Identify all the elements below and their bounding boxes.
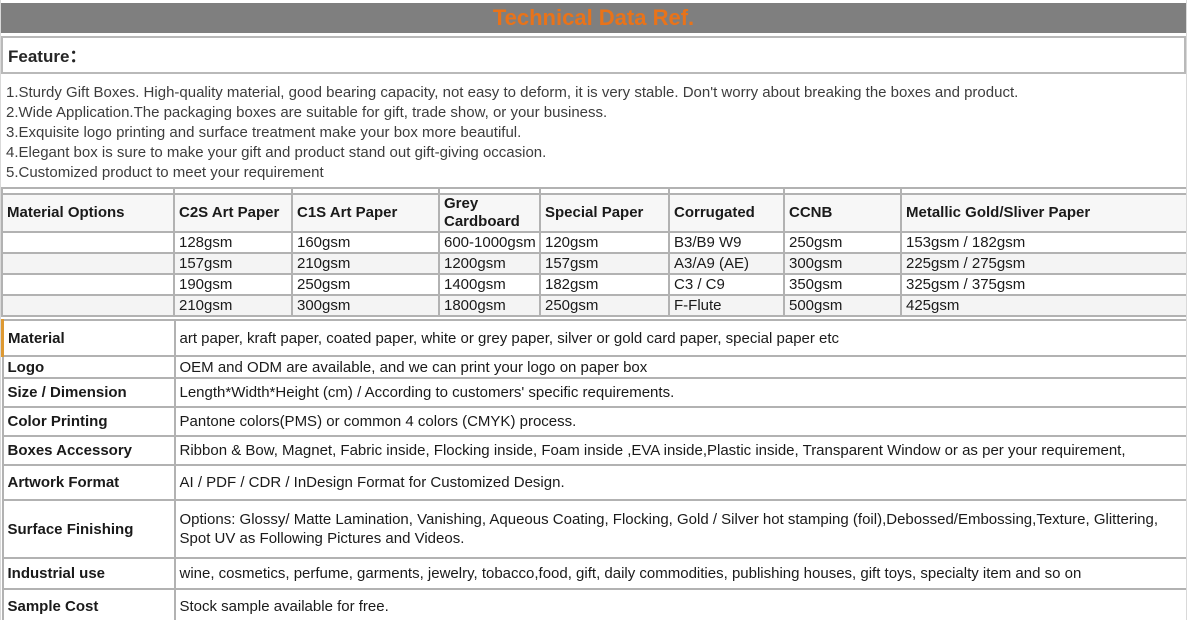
cell-value: B3/B9 W9 [668, 231, 785, 254]
spec-value-surface-finishing: Options: Glossy/ Matte Lamination, Vanis… [173, 499, 1186, 559]
cell-value: 300gsm [783, 252, 902, 275]
feature-list: 1.Sturdy Gift Boxes. High-quality materi… [1, 74, 1186, 185]
spec-row-logo: Logo OEM and ODM are available, and we c… [1, 355, 1186, 379]
spec-value-logo: OEM and ODM are available, and we can pr… [173, 355, 1186, 379]
spec-label-logo: Logo [1, 355, 176, 379]
cell-value: 190gsm [173, 273, 293, 296]
spec-value-boxes-accessory: Ribbon & Bow, Magnet, Fabric inside, Flo… [173, 435, 1186, 466]
spec-label-color-printing: Color Printing [1, 406, 176, 437]
column-header-special-paper: Special Paper [539, 193, 670, 233]
cell-value: A3/A9 (AE) [668, 252, 785, 275]
cell-value: 157gsm [173, 252, 293, 275]
spec-value-material: art paper, kraft paper, coated paper, wh… [173, 319, 1186, 357]
feature-heading: Feature： [1, 36, 1186, 74]
cell-value: 500gsm [783, 294, 902, 317]
cell-value: F-Flute [668, 294, 785, 317]
cell-value: 157gsm [539, 252, 670, 275]
materials-row-3: 190gsm 250gsm 1400gsm 182gsm C3 / C9 350… [1, 273, 1186, 296]
feature-item-5: 5.Customized product to meet your requir… [6, 164, 324, 181]
cell-value: 128gsm [173, 231, 293, 254]
column-header-c2s-art-paper: C2S Art Paper [173, 193, 293, 233]
spec-row-boxes-accessory: Boxes Accessory Ribbon & Bow, Magnet, Fa… [1, 435, 1186, 466]
feature-item-4: 4.Elegant box is sure to make your gift … [6, 144, 547, 161]
spec-value-sample-cost: Stock sample available for free. [173, 588, 1186, 620]
materials-row-1: 128gsm 160gsm 600-1000gsm 120gsm B3/B9 W… [1, 231, 1186, 254]
cell-value: 325gsm / 375gsm [900, 273, 1186, 296]
spec-label-size-dimension: Size / Dimension [1, 377, 176, 408]
cell-value: 350gsm [783, 273, 902, 296]
column-header-ccnb: CCNB [783, 193, 902, 233]
cell-value: 153gsm / 182gsm [900, 231, 1186, 254]
spacer-row [1, 187, 1186, 195]
spec-row-surface-finishing: Surface Finishing Options: Glossy/ Matte… [1, 499, 1186, 559]
column-header-grey-cardboard: Grey Cardboard [438, 193, 541, 233]
cell-value: 182gsm [539, 273, 670, 296]
spec-value-artwork-format: AI / PDF / CDR / InDesign Format for Cus… [173, 464, 1186, 501]
cell-value: 1200gsm [438, 252, 541, 275]
column-header-metallic-paper: Metallic Gold/Sliver Paper [900, 193, 1186, 233]
cell-value: 160gsm [291, 231, 440, 254]
cell-value: 250gsm [783, 231, 902, 254]
feature-item-2: 2.Wide Application.The packaging boxes a… [6, 104, 608, 121]
specifications-table: Material art paper, kraft paper, coated … [1, 319, 1186, 620]
cell-value: 300gsm [291, 294, 440, 317]
cell-value: 120gsm [539, 231, 670, 254]
spec-row-industrial-use: Industrial use wine, cosmetics, perfume,… [1, 557, 1186, 590]
column-header-material-options: Material Options [1, 193, 175, 233]
spec-label-sample-cost: Sample Cost [1, 588, 176, 620]
cell-value: 210gsm [291, 252, 440, 275]
cell-empty [1, 252, 175, 275]
cell-empty [1, 231, 175, 254]
cell-value: 250gsm [291, 273, 440, 296]
materials-row-2: 157gsm 210gsm 1200gsm 157gsm A3/A9 (AE) … [1, 252, 1186, 275]
spec-label-surface-finishing: Surface Finishing [1, 499, 176, 559]
spec-label-industrial-use: Industrial use [1, 557, 176, 590]
cell-value: 250gsm [539, 294, 670, 317]
spec-label-artwork-format: Artwork Format [1, 464, 176, 501]
spec-row-sample-cost: Sample Cost Stock sample available for f… [1, 588, 1186, 620]
cell-empty [1, 294, 175, 317]
cell-value: 425gsm [900, 294, 1186, 317]
spec-row-material: Material art paper, kraft paper, coated … [1, 319, 1186, 357]
cell-value: 1400gsm [438, 273, 541, 296]
page-header-bar: Technical Data Ref. [1, 3, 1186, 33]
cell-empty [1, 273, 175, 296]
feature-item-1: 1.Sturdy Gift Boxes. High-quality materi… [6, 84, 1019, 101]
spec-value-size-dimension: Length*Width*Height (cm) / According to … [173, 377, 1186, 408]
spec-label-boxes-accessory: Boxes Accessory [1, 435, 176, 466]
page-title: Technical Data Ref. [492, 5, 695, 30]
spec-value-color-printing: Pantone colors(PMS) or common 4 colors (… [173, 406, 1186, 437]
cell-value: 225gsm / 275gsm [900, 252, 1186, 275]
column-header-corrugated: Corrugated [668, 193, 785, 233]
materials-options-table: Material Options C2S Art Paper C1S Art P… [1, 187, 1186, 317]
spec-label-material: Material [1, 319, 176, 357]
cell-value: 600-1000gsm [438, 231, 541, 254]
cell-value: 1800gsm [438, 294, 541, 317]
spec-row-color-printing: Color Printing Pantone colors(PMS) or co… [1, 406, 1186, 437]
materials-header-row: Material Options C2S Art Paper C1S Art P… [1, 193, 1186, 233]
spec-value-industrial-use: wine, cosmetics, perfume, garments, jewe… [173, 557, 1186, 590]
spec-row-artwork-format: Artwork Format AI / PDF / CDR / InDesign… [1, 464, 1186, 501]
column-header-c1s-art-paper: C1S Art Paper [291, 193, 440, 233]
materials-row-4: 210gsm 300gsm 1800gsm 250gsm F-Flute 500… [1, 294, 1186, 317]
cell-value: C3 / C9 [668, 273, 785, 296]
spec-row-size-dimension: Size / Dimension Length*Width*Height (cm… [1, 377, 1186, 408]
cell-value: 210gsm [173, 294, 293, 317]
feature-item-3: 3.Exquisite logo printing and surface tr… [6, 124, 522, 141]
